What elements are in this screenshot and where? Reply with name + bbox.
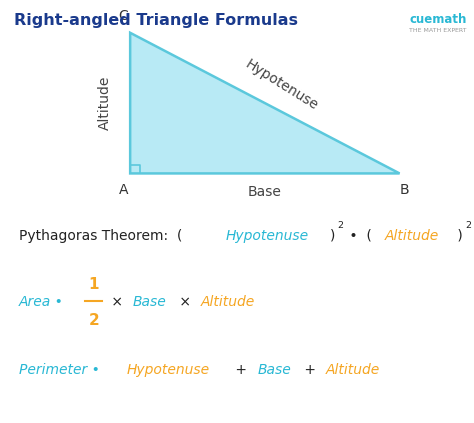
Text: Hypotenuse: Hypotenuse xyxy=(126,363,210,377)
Polygon shape xyxy=(130,33,400,173)
Text: 2: 2 xyxy=(337,222,343,231)
Text: •  (: • ( xyxy=(345,229,376,243)
Text: ): ) xyxy=(453,229,463,243)
Text: +: + xyxy=(231,363,252,377)
Text: Hypotenuse: Hypotenuse xyxy=(242,57,320,113)
Text: 2: 2 xyxy=(465,222,471,231)
Text: Hypotenuse: Hypotenuse xyxy=(225,229,309,243)
Text: ×: × xyxy=(175,295,196,309)
Text: ): ) xyxy=(330,229,336,243)
Text: Altitude: Altitude xyxy=(384,229,438,243)
Text: cuemath: cuemath xyxy=(410,13,467,26)
Text: Pythagoras Theorem:  (: Pythagoras Theorem: ( xyxy=(18,229,182,243)
Text: Altitude: Altitude xyxy=(98,76,111,130)
Text: THE MATH EXPERT: THE MATH EXPERT xyxy=(410,28,467,33)
Text: C: C xyxy=(118,9,128,23)
Text: ×: × xyxy=(107,295,127,309)
Text: +: + xyxy=(300,363,320,377)
Text: Right-angled Triangle Formulas: Right-angled Triangle Formulas xyxy=(14,13,298,27)
Text: 2: 2 xyxy=(89,313,99,328)
Text: A: A xyxy=(118,184,128,198)
Text: B: B xyxy=(400,184,409,198)
Text: Base: Base xyxy=(133,295,166,309)
Text: Base: Base xyxy=(257,363,291,377)
Text: Altitude: Altitude xyxy=(201,295,255,309)
Text: Perimeter •: Perimeter • xyxy=(18,363,104,377)
Text: + (: + ( xyxy=(473,229,474,243)
Text: Base: Base xyxy=(248,185,282,199)
Text: 1: 1 xyxy=(89,277,99,292)
Text: Altitude: Altitude xyxy=(326,363,380,377)
Text: Area •: Area • xyxy=(18,295,68,309)
